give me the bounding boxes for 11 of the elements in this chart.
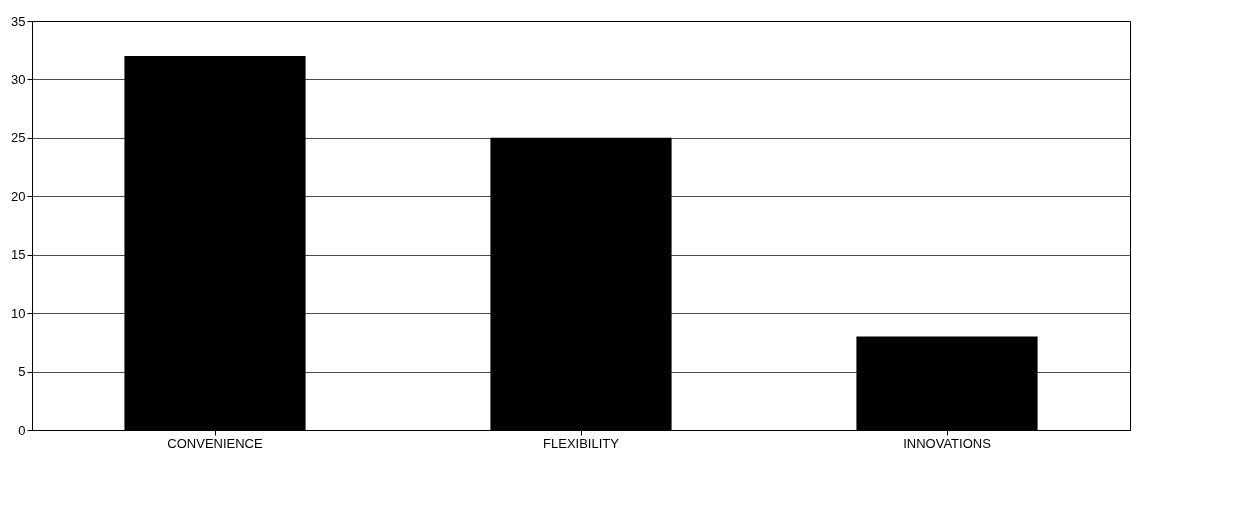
y-tick-label: 15 [11,247,26,263]
y-tick-label: 10 [11,305,26,321]
x-tick-label: INNOVATIONS [903,435,992,451]
y-tick-label: 5 [18,364,26,380]
y-tick-label: 35 [11,13,26,29]
x-tick-label: CONVENIENCE [167,435,263,451]
y-tick-label: 25 [11,130,26,146]
y-tick-label: 0 [18,422,26,438]
y-tick-label: 30 [11,71,26,87]
y-tick-label: 20 [11,188,26,204]
x-tick-label: FLEXIBILITY [543,435,620,451]
